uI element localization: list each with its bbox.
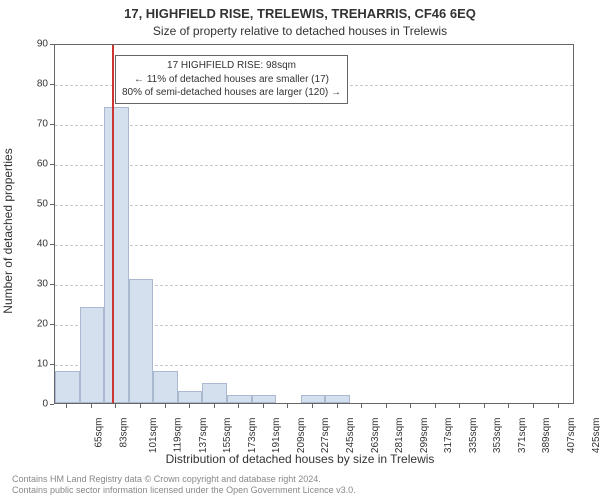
x-tick-mark xyxy=(238,404,239,408)
x-tick-label: 281sqm xyxy=(394,418,405,454)
x-tick-label: 245sqm xyxy=(345,418,356,454)
histogram-bar xyxy=(325,395,350,403)
x-tick-label: 371sqm xyxy=(517,418,528,454)
x-tick-label: 83sqm xyxy=(118,418,129,448)
histogram-bar xyxy=(55,371,80,403)
x-tick-label: 119sqm xyxy=(172,418,183,453)
gridline xyxy=(55,245,573,246)
footer-attribution: Contains HM Land Registry data © Crown c… xyxy=(12,474,356,496)
x-tick-mark xyxy=(386,404,387,408)
y-tick-label: 0 xyxy=(0,399,48,410)
y-tick-mark xyxy=(50,284,54,285)
x-tick-mark xyxy=(263,404,264,408)
x-tick-label: 191sqm xyxy=(271,418,282,454)
chart-title-sub: Size of property relative to detached ho… xyxy=(0,24,600,38)
y-tick-label: 50 xyxy=(0,199,48,210)
x-tick-mark xyxy=(287,404,288,408)
gridline xyxy=(55,125,573,126)
x-tick-label: 101sqm xyxy=(148,418,159,454)
x-tick-mark xyxy=(214,404,215,408)
annotation-line: 80% of semi-detached houses are larger (… xyxy=(122,86,341,100)
y-tick-label: 10 xyxy=(0,359,48,370)
y-tick-mark xyxy=(50,364,54,365)
x-tick-mark xyxy=(91,404,92,408)
x-tick-mark xyxy=(508,404,509,408)
annotation-line: 17 HIGHFIELD RISE: 98sqm xyxy=(122,59,341,73)
histogram-bar xyxy=(129,279,154,403)
y-tick-label: 90 xyxy=(0,39,48,50)
x-tick-label: 209sqm xyxy=(296,418,307,454)
x-tick-mark xyxy=(115,404,116,408)
x-tick-mark xyxy=(337,404,338,408)
plot-area: 17 HIGHFIELD RISE: 98sqm← 11% of detache… xyxy=(54,44,574,404)
x-tick-mark xyxy=(165,404,166,408)
gridline xyxy=(55,205,573,206)
x-tick-mark xyxy=(533,404,534,408)
x-tick-mark xyxy=(435,404,436,408)
annotation-line: ← 11% of detached houses are smaller (17… xyxy=(122,73,341,87)
y-tick-mark xyxy=(50,164,54,165)
x-tick-label: 335sqm xyxy=(468,418,479,454)
x-tick-mark xyxy=(410,404,411,408)
y-tick-label: 20 xyxy=(0,319,48,330)
property-marker-line xyxy=(112,45,114,403)
x-tick-mark xyxy=(312,404,313,408)
x-tick-label: 173sqm xyxy=(247,418,258,454)
histogram-bar xyxy=(178,391,203,403)
y-tick-label: 80 xyxy=(0,79,48,90)
y-tick-label: 40 xyxy=(0,239,48,250)
histogram-bar xyxy=(252,395,277,403)
annotation-box: 17 HIGHFIELD RISE: 98sqm← 11% of detache… xyxy=(115,55,348,104)
y-tick-mark xyxy=(50,324,54,325)
x-tick-mark xyxy=(189,404,190,408)
histogram-bar xyxy=(227,395,252,403)
x-tick-label: 317sqm xyxy=(443,418,454,454)
x-tick-mark xyxy=(361,404,362,408)
y-tick-label: 30 xyxy=(0,279,48,290)
y-tick-label: 60 xyxy=(0,159,48,170)
x-tick-label: 263sqm xyxy=(370,418,381,454)
x-axis-label: Distribution of detached houses by size … xyxy=(0,452,600,466)
y-tick-mark xyxy=(50,84,54,85)
histogram-bar xyxy=(104,107,129,403)
x-tick-mark xyxy=(484,404,485,408)
x-tick-label: 389sqm xyxy=(542,418,553,454)
x-tick-mark xyxy=(66,404,67,408)
x-tick-label: 227sqm xyxy=(320,418,331,454)
x-tick-label: 155sqm xyxy=(222,418,233,454)
x-tick-label: 65sqm xyxy=(94,418,105,448)
histogram-bar xyxy=(301,395,326,403)
histogram-bar xyxy=(153,371,178,403)
x-tick-label: 407sqm xyxy=(566,418,577,454)
y-tick-mark xyxy=(50,244,54,245)
x-tick-mark xyxy=(459,404,460,408)
histogram-bar xyxy=(80,307,105,403)
footer-line2: Contains public sector information licen… xyxy=(12,485,356,496)
gridline xyxy=(55,165,573,166)
y-tick-mark xyxy=(50,44,54,45)
footer-line1: Contains HM Land Registry data © Crown c… xyxy=(12,474,356,485)
chart-title-main: 17, HIGHFIELD RISE, TRELEWIS, TREHARRIS,… xyxy=(0,6,600,21)
y-tick-label: 70 xyxy=(0,119,48,130)
x-tick-label: 425sqm xyxy=(591,418,600,454)
y-tick-mark xyxy=(50,404,54,405)
x-tick-mark xyxy=(140,404,141,408)
x-tick-mark xyxy=(558,404,559,408)
y-tick-mark xyxy=(50,124,54,125)
y-tick-mark xyxy=(50,204,54,205)
histogram-bar xyxy=(202,383,227,403)
x-tick-label: 137sqm xyxy=(198,418,209,454)
x-tick-label: 353sqm xyxy=(492,418,503,454)
chart-container: 17, HIGHFIELD RISE, TRELEWIS, TREHARRIS,… xyxy=(0,0,600,500)
x-tick-label: 299sqm xyxy=(419,418,430,454)
